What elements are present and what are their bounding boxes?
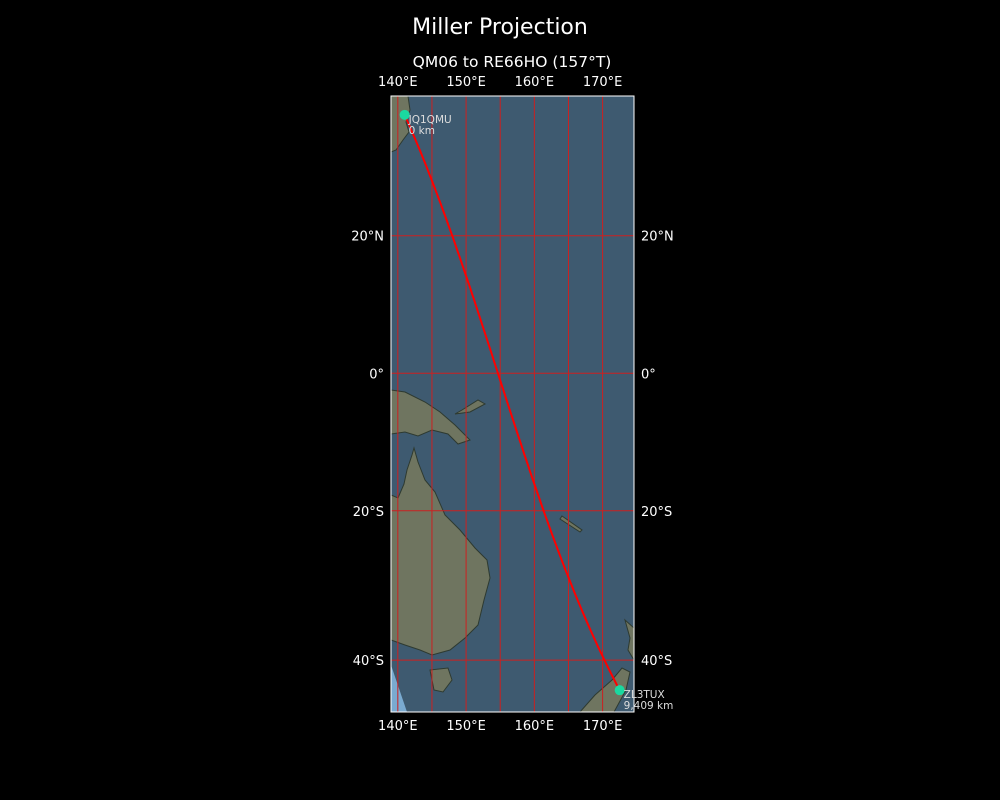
lon-tick-label: 150°E bbox=[446, 75, 486, 90]
lon-tick-label: 160°E bbox=[515, 75, 555, 90]
lon-tick-label: 140°E bbox=[378, 75, 418, 90]
lat-tick-label: 0° bbox=[641, 367, 656, 382]
new-britain bbox=[454, 399, 487, 415]
lon-tick-label: 140°E bbox=[378, 719, 418, 734]
lon-tick-label: 160°E bbox=[515, 719, 555, 734]
station-marker bbox=[399, 109, 410, 120]
map-frame bbox=[390, 95, 635, 713]
land bbox=[391, 96, 634, 712]
station-marker bbox=[614, 685, 625, 696]
station-distance: 0 km bbox=[409, 125, 435, 137]
lat-tick-label: 40°S bbox=[353, 654, 384, 669]
figure-title: Miller Projection bbox=[412, 15, 588, 40]
lon-tick-label: 170°E bbox=[583, 719, 623, 734]
map-edge-region bbox=[391, 665, 407, 712]
lat-tick-label: 40°S bbox=[641, 654, 672, 669]
map-area[interactable] bbox=[391, 96, 634, 712]
lon-tick-label: 150°E bbox=[446, 719, 486, 734]
tick-labels: 140°E 140°E 150°E 150°E 160°E 160°E 170°E 170°E… bbox=[351, 75, 674, 734]
gridlines bbox=[391, 96, 634, 712]
lon-tick-label: 170°E bbox=[583, 75, 623, 90]
stations bbox=[399, 109, 625, 696]
station-callsign: ZL3TUX bbox=[624, 689, 665, 701]
great-circle-path bbox=[403, 114, 621, 691]
map-title: QM06 to RE66HO (157°T) bbox=[413, 53, 612, 71]
station-callsign: JQ1QMU bbox=[408, 114, 452, 126]
tasmania bbox=[429, 667, 453, 693]
lat-tick-label: 0° bbox=[369, 367, 384, 382]
australia bbox=[391, 446, 491, 656]
lat-tick-label: 20°N bbox=[351, 230, 384, 245]
new-guinea bbox=[391, 389, 471, 445]
new-zealand-south bbox=[579, 667, 631, 712]
lat-tick-label: 20°N bbox=[641, 230, 674, 245]
station-distance: 9,409 km bbox=[624, 700, 674, 712]
new-zealand-north bbox=[624, 618, 634, 661]
lat-tick-label: 20°S bbox=[641, 505, 672, 520]
lat-tick-label: 20°S bbox=[353, 505, 384, 520]
new-caledonia bbox=[559, 515, 583, 533]
